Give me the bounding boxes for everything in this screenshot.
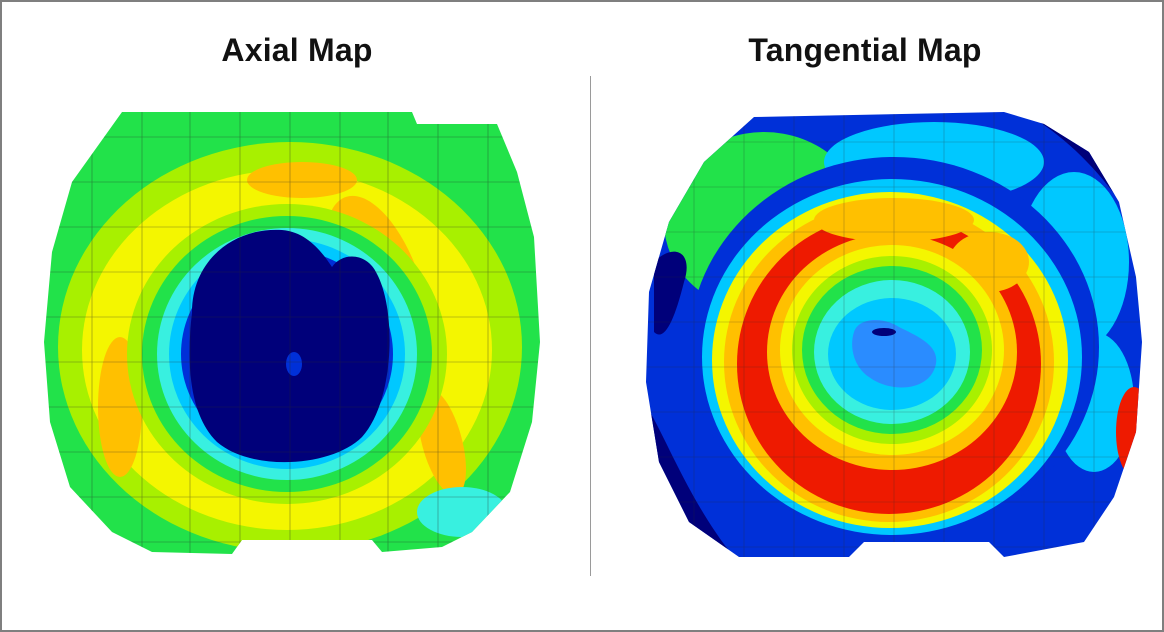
panel-divider bbox=[590, 76, 591, 576]
tangential-map-image bbox=[646, 112, 1142, 557]
axial-map-image bbox=[44, 112, 540, 554]
tangential-map-title: Tangential Map bbox=[748, 32, 982, 68]
axial-map bbox=[42, 102, 542, 562]
axial-map-title: Axial Map bbox=[221, 32, 373, 68]
tangential-map bbox=[644, 102, 1144, 562]
